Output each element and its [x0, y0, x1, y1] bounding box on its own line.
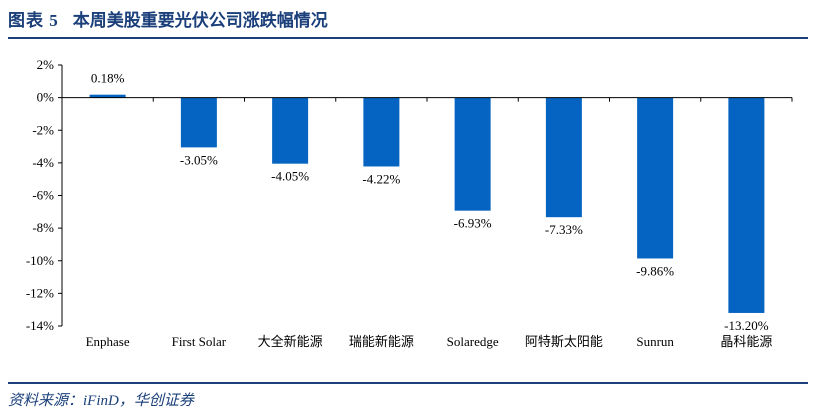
footer-rule [8, 382, 808, 384]
x-category-label: 晶科能源 [720, 334, 772, 349]
y-tick-label: 0% [37, 90, 55, 105]
figure-label: 图表 5 [8, 10, 59, 30]
source-note: 资料来源：iFinD，华创证券 [8, 393, 194, 409]
x-category-label: First Solar [172, 334, 227, 349]
bar [637, 97, 674, 259]
bar [363, 97, 400, 167]
y-tick-label: 2% [37, 57, 55, 72]
data-label: -3.05% [180, 152, 218, 167]
bar [728, 97, 765, 313]
data-label: 0.18% [91, 71, 125, 86]
data-label: -4.22% [362, 171, 400, 186]
y-tick-label: -14% [26, 318, 54, 333]
data-label: -7.33% [545, 222, 583, 237]
y-tick-label: -8% [32, 220, 54, 235]
header-rule [8, 37, 808, 39]
data-label: -13.20% [724, 318, 769, 333]
bar [272, 97, 309, 164]
bar [89, 94, 126, 98]
x-category-label: Solaredge [447, 334, 499, 349]
x-category-label: 大全新能源 [258, 334, 323, 349]
data-label: -6.93% [454, 216, 492, 231]
figure-header: 图表 5 本周美股重要光伏公司涨跌幅情况 [8, 6, 328, 30]
figure-title: 本周美股重要光伏公司涨跌幅情况 [72, 10, 328, 30]
y-tick-label: -4% [32, 155, 54, 170]
y-tick-label: -2% [32, 122, 54, 137]
data-label: -9.86% [636, 263, 674, 278]
x-category-label: 瑞能新能源 [349, 334, 414, 349]
bar [180, 97, 217, 148]
data-label: -4.05% [271, 169, 309, 184]
bar [454, 97, 491, 211]
bar-chart: 2% 0% -2% -4% -6% -8% -10% -12% -14% 0.18% Enphase… [26, 57, 793, 349]
y-tick-label: -12% [26, 285, 54, 300]
x-category-label: Sunrun [636, 334, 674, 349]
y-tick-label: -10% [26, 253, 54, 268]
x-category-label: Enphase [86, 334, 130, 349]
x-category-label: 阿特斯太阳能 [525, 334, 603, 349]
bar [545, 97, 582, 218]
y-tick-label: -6% [32, 188, 54, 203]
